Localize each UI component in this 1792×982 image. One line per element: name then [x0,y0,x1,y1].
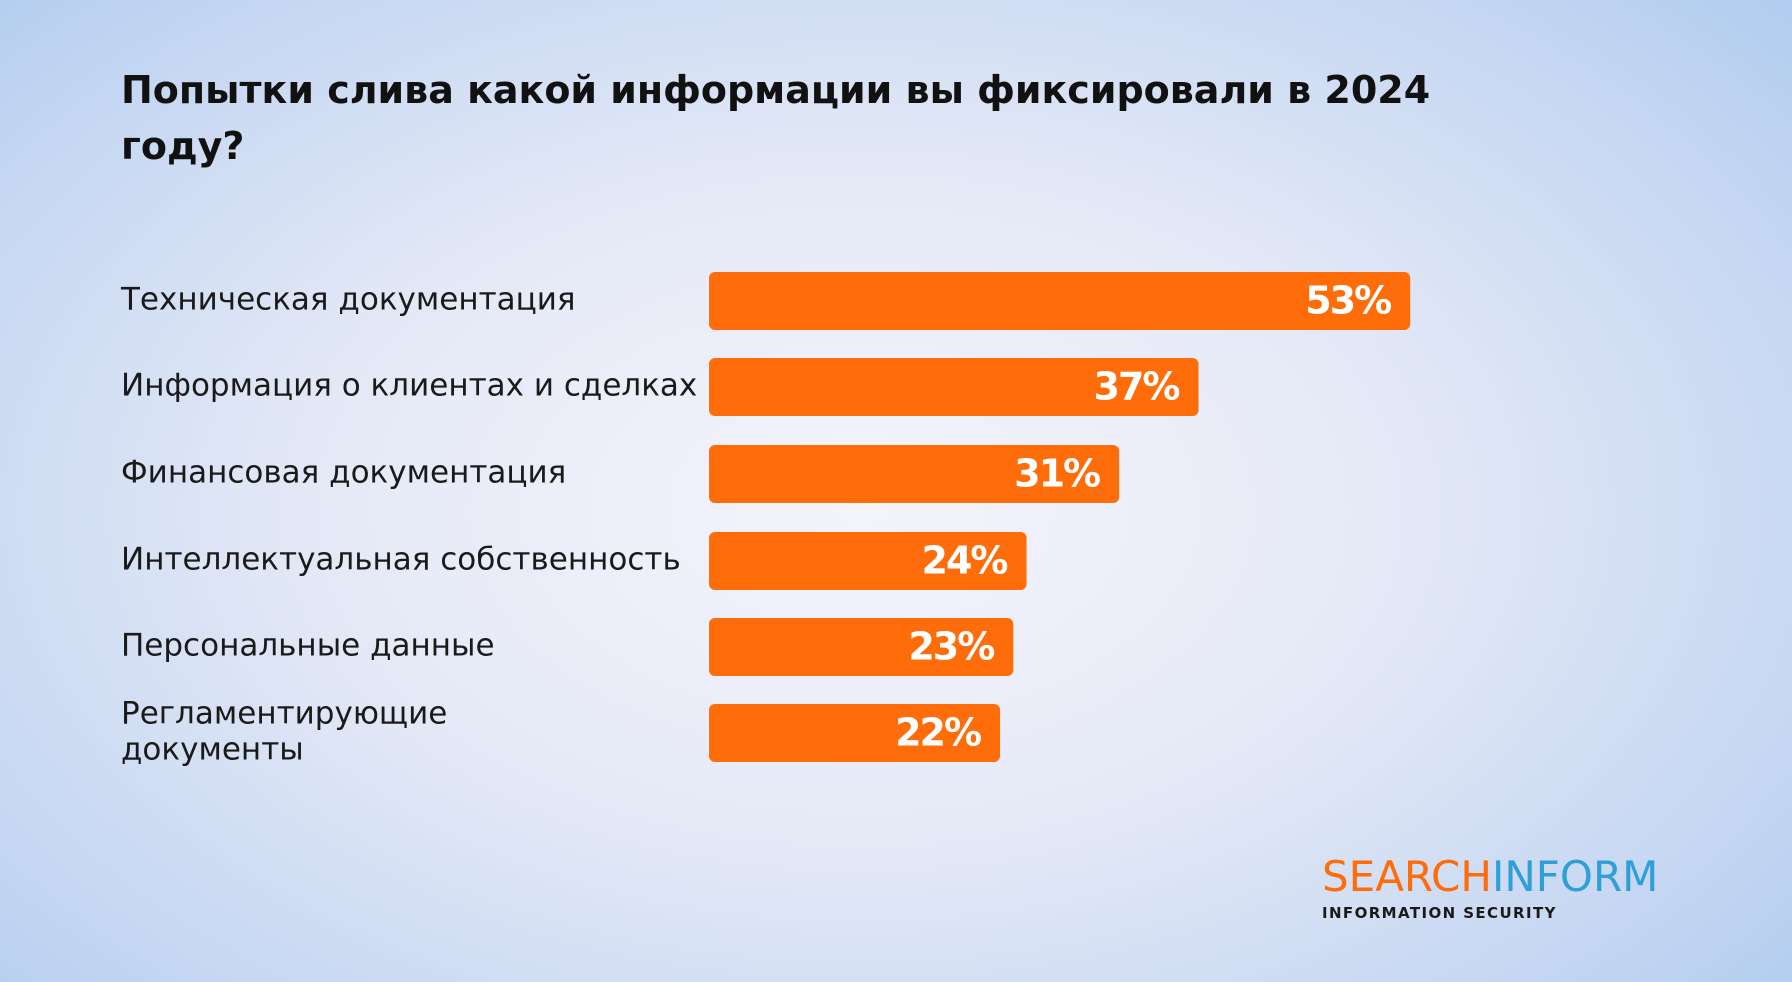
logo-wordmark: SEARCHINFORM [1322,852,1722,902]
chart-title: Попытки слива какой информации вы фиксир… [121,68,1431,168]
logo-brand-part1: SEARCH [1322,852,1492,901]
bar [709,272,1411,330]
value-label: 24% [922,539,1008,583]
value-label: 31% [1014,452,1100,496]
logo-brand-part2: INFORM [1491,852,1659,901]
category-label: Интеллектуальная собственность [121,542,681,578]
category-label-line: Финансовая документация [121,455,566,491]
bar [709,358,1199,416]
searchinform-logo: SEARCHINFORM INFORMATION SECURITY [1322,852,1722,922]
category-label: Информация о клиентах и сделках [121,368,697,404]
category-label-line: Информация о клиентах и сделках [121,368,697,404]
category-label: Регламентирующие документы [121,696,447,768]
category-label-line: документы [121,732,304,768]
value-label: 53% [1305,279,1391,323]
value-label: 22% [895,711,981,755]
bar [709,618,1014,676]
value-label: 23% [908,625,994,669]
category-label-line: Интеллектуальная собственность [121,542,681,578]
category-label-line: Техническая документация [120,282,576,318]
category-label-line: Персональные данные [121,628,495,664]
category-label-line: Регламентирующие [121,696,447,732]
logo-tagline: INFORMATION SECURITY [1322,904,1557,922]
bar [709,445,1120,503]
category-label: Финансовая документация [121,455,566,491]
bar [709,704,1001,762]
category-label: Техническая документация [120,282,576,318]
category-label: Персональные данные [121,628,495,664]
bar [709,532,1027,590]
value-label: 37% [1094,365,1180,409]
